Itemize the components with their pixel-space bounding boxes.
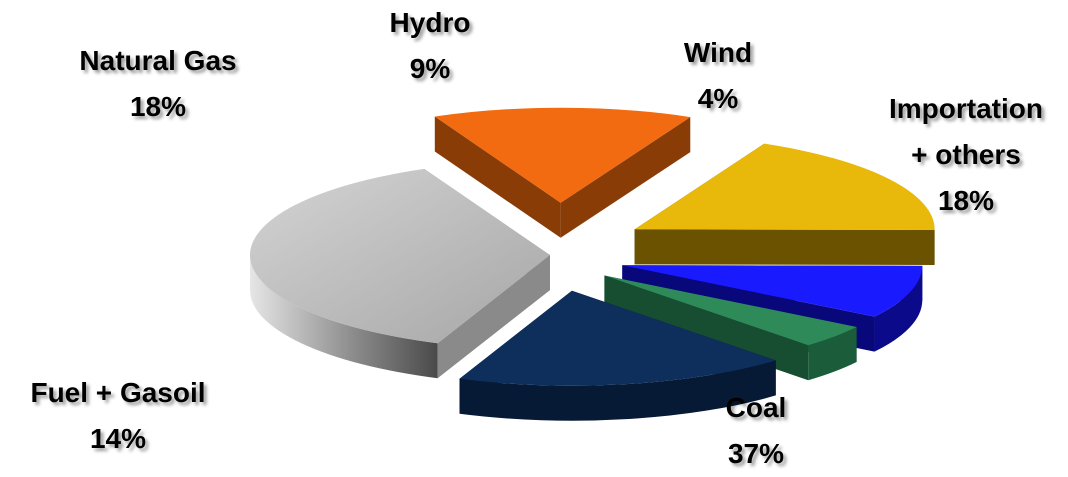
slice-label-text: + others <box>889 132 1043 178</box>
slice-label-text: Importation <box>889 86 1043 132</box>
slice-label-text: Natural Gas <box>79 38 236 84</box>
slice-label-text: Coal <box>726 385 787 431</box>
slice-label-text: Hydro <box>390 0 471 46</box>
slice-label-text: Fuel + Gasoil <box>30 370 205 416</box>
slice-value-text: 18% <box>79 84 236 130</box>
slice-value-text: 4% <box>684 76 752 122</box>
slice-value-text: 14% <box>30 416 205 462</box>
slice-inner-face <box>635 229 935 265</box>
slice-value-text: 9% <box>390 46 471 92</box>
slice-label-text: Wind <box>684 30 752 76</box>
slice-value-text: 37% <box>726 431 787 477</box>
slice-value-text: 18% <box>889 178 1043 224</box>
